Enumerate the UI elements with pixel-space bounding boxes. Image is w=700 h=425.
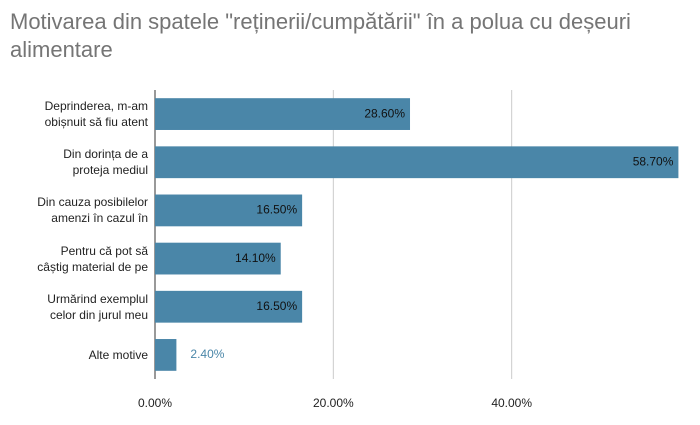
value-label: 58.70%: [633, 154, 674, 168]
y-tick-label: Din cauza posibilelor amenzi în cazul în: [37, 195, 148, 226]
bar: [155, 146, 679, 179]
x-tick-label: 40.00%: [491, 396, 532, 410]
value-label: 2.40%: [190, 347, 224, 361]
value-label: 28.60%: [364, 106, 405, 120]
chart-title: Motivarea din spatele "reținerii/cumpătă…: [10, 9, 631, 62]
bar: [155, 242, 281, 275]
value-label: 14.10%: [235, 251, 276, 265]
value-label: 16.50%: [256, 299, 297, 313]
x-tick-label: 20.00%: [313, 396, 354, 410]
y-tick-label: Urmărind exemplul celor din jurul meu: [47, 291, 148, 322]
y-tick-label: Pentru că pot să câștig material de pe: [37, 243, 148, 274]
y-tick-label: Alte motive: [88, 347, 148, 362]
bar: [155, 339, 177, 371]
x-tick-label: 0.00%: [138, 396, 172, 410]
y-tick-label: Din dorința de a proteja mediul: [63, 147, 148, 178]
bar: [155, 194, 303, 227]
bar: [155, 98, 411, 130]
y-tick-label: Deprinderea, m-am obișnuit să fiu atent: [44, 99, 148, 130]
value-label: 16.50%: [256, 203, 297, 217]
bar: [155, 290, 303, 323]
